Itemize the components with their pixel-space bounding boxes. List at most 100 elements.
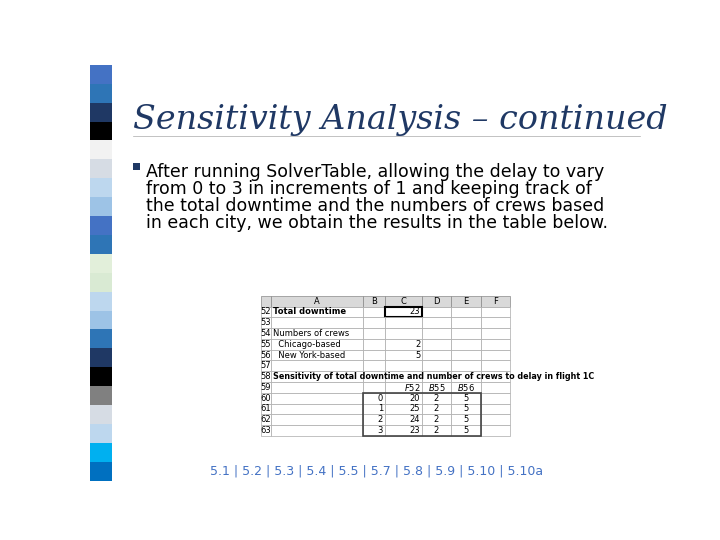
Bar [451,393,481,403]
Bar [422,296,451,307]
Bar [271,393,363,403]
Bar [90,367,112,386]
Bar [271,414,363,425]
Bar [384,296,422,307]
Bar [481,296,510,307]
Bar [271,382,363,393]
Text: Sensitivity of total downtime and number of crews to delay in flight 1C: Sensitivity of total downtime and number… [273,372,594,381]
Bar [90,65,112,84]
Bar [481,318,510,328]
Bar [384,361,422,372]
Bar [271,318,363,328]
Text: the total downtime and the numbers of crews based: the total downtime and the numbers of cr… [145,197,604,215]
Text: 2: 2 [433,394,439,403]
Bar [422,339,451,350]
Bar [451,372,481,382]
Bar [90,329,112,348]
Bar [384,307,422,318]
Text: Chicago-based: Chicago-based [273,340,341,349]
Bar [451,414,481,425]
Text: $B$56: $B$56 [457,382,474,393]
Text: 5: 5 [463,426,469,435]
Text: 23: 23 [410,307,420,316]
Bar [261,393,271,403]
Text: 5: 5 [463,415,469,424]
Text: 5: 5 [415,350,420,360]
Bar [451,425,481,436]
Bar [261,372,271,382]
Bar [481,403,510,414]
Bar [363,361,384,372]
Bar [363,414,384,425]
Bar [90,443,112,462]
Text: 63: 63 [261,426,271,435]
Bar [422,393,451,403]
Bar [90,386,112,405]
Text: F: F [493,296,498,306]
Bar [451,382,481,393]
Text: A: A [314,296,320,306]
Bar [261,414,271,425]
Bar [384,403,422,414]
Bar [90,140,112,159]
Bar [271,339,363,350]
Bar [261,350,271,361]
Bar [481,414,510,425]
Bar [481,372,510,382]
Bar [90,216,112,235]
Text: 52: 52 [261,307,271,316]
Bar [451,350,481,361]
Bar [363,350,384,361]
Text: 25: 25 [410,404,420,414]
Bar [363,372,384,382]
Bar [481,425,510,436]
Bar [422,414,451,425]
Text: 24: 24 [410,415,420,424]
Bar [90,462,112,481]
Bar [363,328,384,339]
Text: 58: 58 [261,372,271,381]
Text: After running SolverTable, allowing the delay to vary: After running SolverTable, allowing the … [145,164,604,181]
Bar [90,84,112,103]
Bar [271,425,363,436]
Bar [422,372,451,382]
Text: 57: 57 [261,361,271,370]
Bar [261,403,271,414]
Bar [384,414,422,425]
Text: 55: 55 [261,340,271,349]
Bar [422,361,451,372]
Text: 2: 2 [415,340,420,349]
Bar [271,328,363,339]
Bar [384,372,422,382]
Text: 5: 5 [463,404,469,414]
Bar [261,307,271,318]
Bar [90,103,112,122]
Bar [451,403,481,414]
Bar [271,350,363,361]
Bar [363,393,384,403]
Bar [90,254,112,273]
Bar [363,318,384,328]
Text: 20: 20 [410,394,420,403]
Text: D: D [433,296,440,306]
Text: New York-based: New York-based [273,350,345,360]
Bar [271,372,363,382]
Bar [261,361,271,372]
Text: $F$52: $F$52 [403,382,420,393]
Bar [90,178,112,197]
Bar [363,296,384,307]
Bar [261,382,271,393]
Text: 5: 5 [463,394,469,403]
Bar [481,382,510,393]
Bar [384,318,422,328]
Bar [481,393,510,403]
Bar [422,318,451,328]
Bar [271,361,363,372]
Bar [271,403,363,414]
Bar [451,361,481,372]
Text: 23: 23 [410,426,420,435]
Text: 2: 2 [433,426,439,435]
Text: 2: 2 [378,415,383,424]
Bar [481,361,510,372]
Bar [90,405,112,424]
